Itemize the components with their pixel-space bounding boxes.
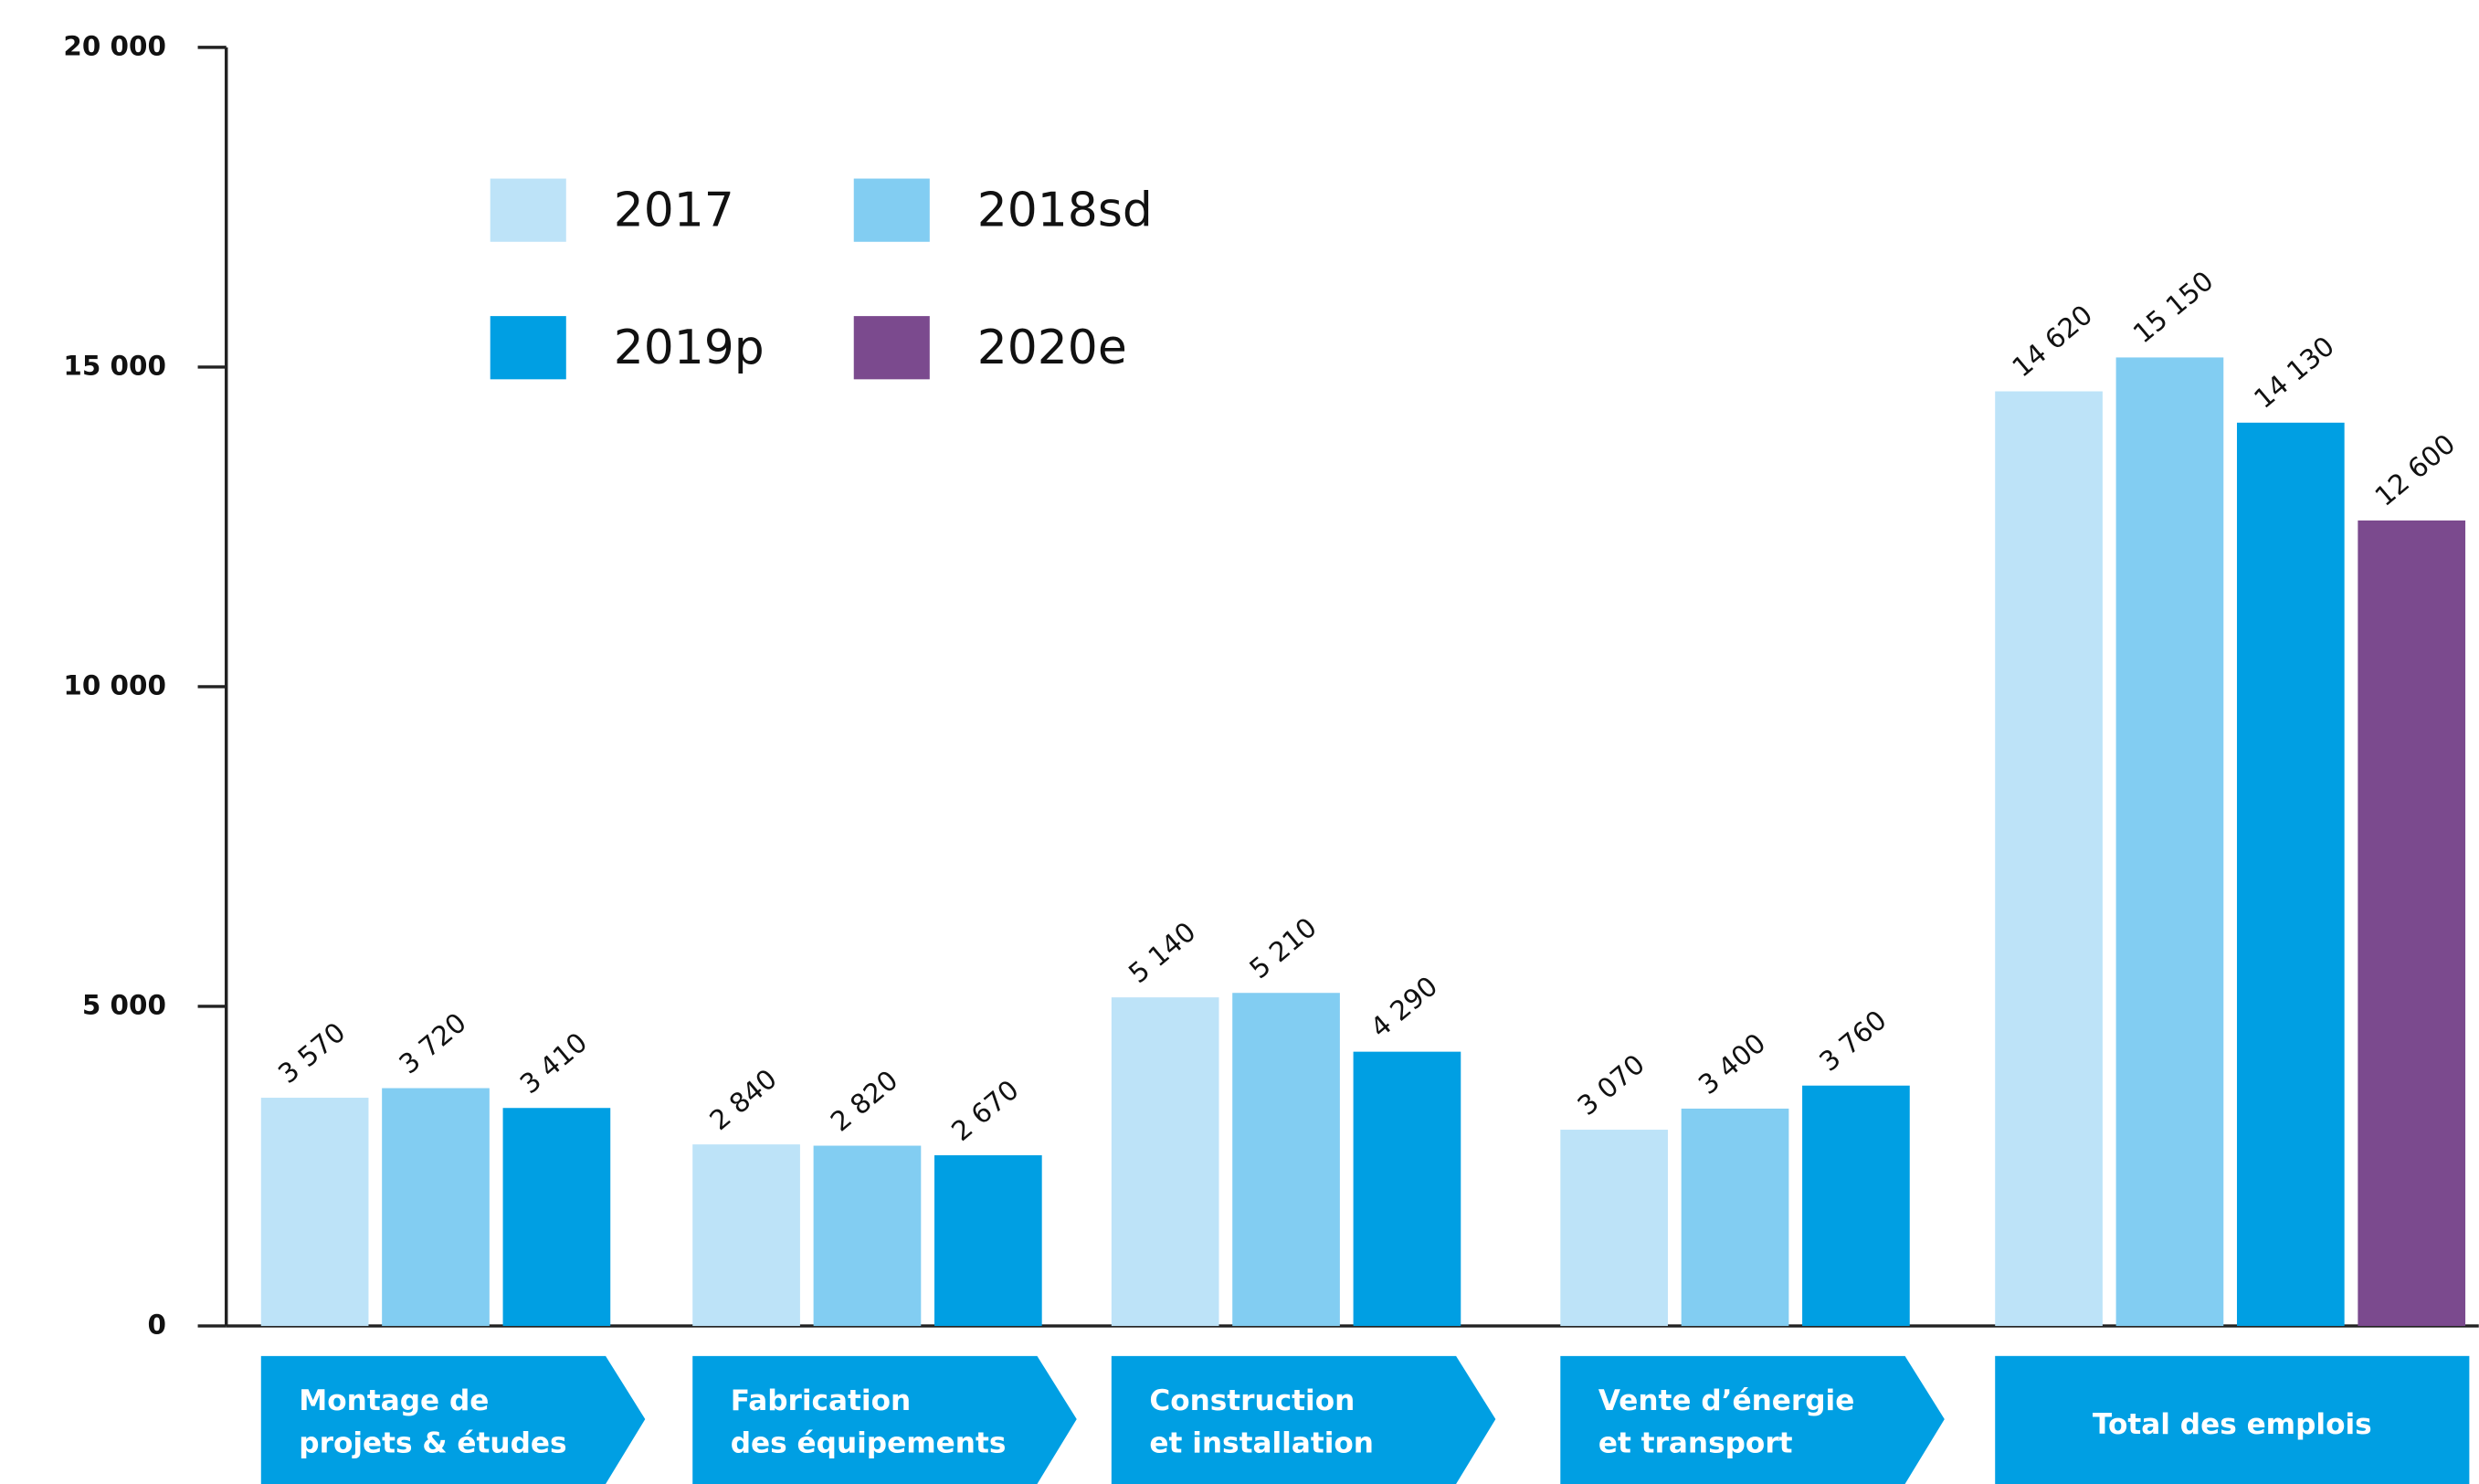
x-tick-line: et installation	[1149, 1427, 1374, 1460]
x-tick-line: Total des emplois	[2093, 1408, 2372, 1441]
value-label: 2 840	[704, 1063, 783, 1136]
legend-swatch	[853, 316, 930, 380]
bar	[382, 1088, 490, 1326]
x-tick-line: et transport	[1598, 1427, 1793, 1460]
bar	[1681, 1108, 1789, 1326]
x-tick-label: Construction et installation	[1149, 1384, 1374, 1460]
legend-swatch	[490, 178, 566, 242]
x-tick-line: Montage de	[299, 1384, 489, 1417]
bar	[1560, 1130, 1668, 1326]
bar	[2358, 520, 2466, 1326]
y-tick-label: 10 000	[63, 669, 166, 700]
legend-label: 2017	[614, 184, 734, 238]
value-label: 2 670	[945, 1074, 1024, 1147]
y-tick-label: 15 000	[63, 350, 166, 381]
bar	[2236, 422, 2345, 1326]
value-label: 3 570	[272, 1016, 351, 1089]
x-tick-label: Total des emplois	[2093, 1408, 2372, 1441]
bar	[2115, 357, 2224, 1326]
x-tick-line: Fabrication	[731, 1384, 911, 1417]
bar	[692, 1144, 800, 1326]
value-label: 15 150	[2127, 265, 2220, 349]
value-label: 3 760	[1813, 1005, 1892, 1078]
y-tick-label: 20 000	[63, 30, 166, 61]
bar	[1353, 1051, 1461, 1326]
value-label: 3 410	[514, 1026, 593, 1100]
value-label: 3 720	[394, 1006, 472, 1079]
y-tick-label: 0	[147, 1309, 165, 1340]
legend-label: 2019p	[614, 321, 765, 375]
value-label: 3 400	[1693, 1027, 1771, 1100]
value-label: 3 070	[1572, 1048, 1651, 1121]
x-tick-line: projets & études	[299, 1427, 566, 1460]
y-tick-label: 5 000	[82, 989, 166, 1020]
legend-swatch	[490, 316, 566, 380]
value-label: 12 600	[2369, 428, 2462, 512]
value-label: 5 210	[1244, 911, 1323, 984]
category-banner	[1995, 1355, 2470, 1484]
value-label: 5 140	[1123, 916, 1201, 989]
value-label: 14 620	[2007, 299, 2099, 383]
bar	[1995, 391, 2103, 1326]
category-arrow	[260, 1355, 646, 1484]
bar	[260, 1098, 369, 1326]
x-tick-label: Vente d’énergie et transport	[1598, 1384, 1855, 1460]
x-tick-line: Vente d’énergie	[1598, 1384, 1855, 1417]
x-tick-line: Construction	[1149, 1384, 1355, 1417]
bar	[813, 1145, 922, 1326]
legend-label: 2020e	[977, 321, 1127, 375]
bar	[502, 1108, 611, 1326]
legend-label: 2018sd	[977, 184, 1153, 238]
bar	[1802, 1085, 1910, 1326]
bar	[934, 1155, 1042, 1326]
category-arrow	[692, 1355, 1077, 1484]
value-label: 2 820	[825, 1064, 903, 1137]
x-tick-label: Fabrication des équipements	[731, 1384, 1007, 1460]
legend-swatch	[853, 178, 930, 242]
bar	[1232, 993, 1340, 1326]
value-label: 4 290	[1365, 971, 1443, 1044]
category-arrow	[1111, 1355, 1496, 1484]
x-tick-label: Montage de projets & études	[299, 1384, 566, 1460]
bar	[1111, 997, 1219, 1326]
category-arrow	[1560, 1355, 1945, 1484]
x-tick-line: des équipements	[731, 1427, 1007, 1460]
value-label: 14 130	[2248, 331, 2340, 415]
